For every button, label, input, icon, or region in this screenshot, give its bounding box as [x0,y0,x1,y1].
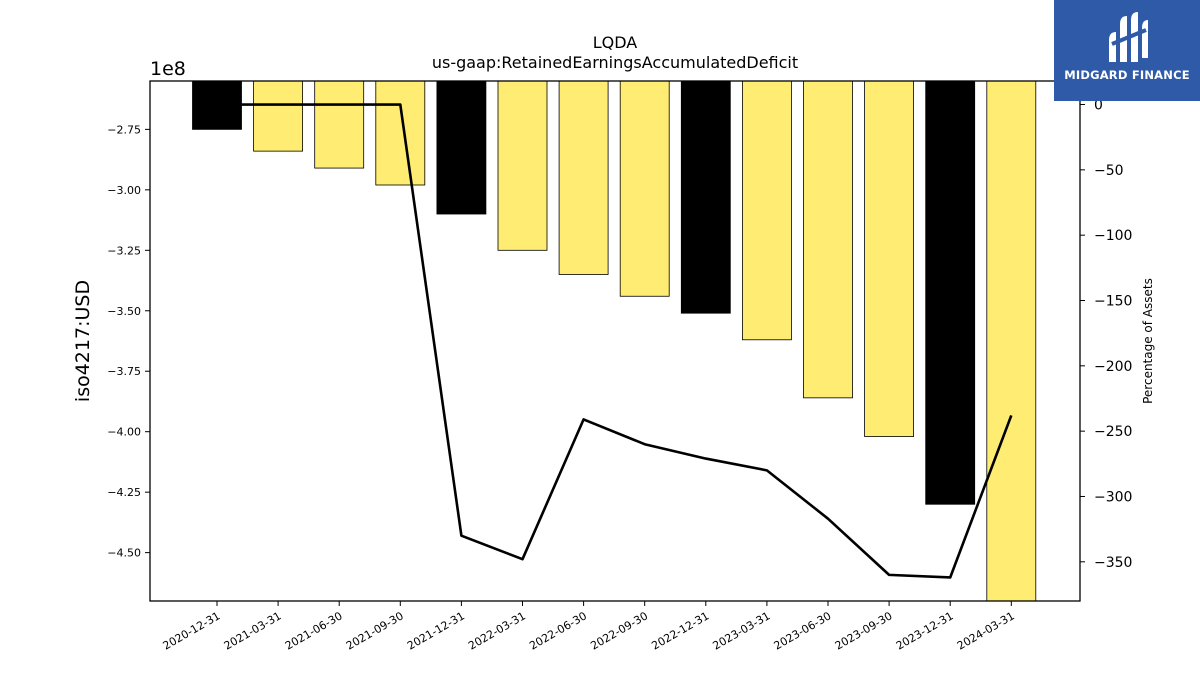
y-tick-label: −2.75 [107,123,141,136]
x-tick-label: 2023-09-30 [833,609,895,652]
y2-tick-label: −300 [1094,489,1132,505]
plot-frame [149,80,1081,602]
y-tick-label: −3.25 [107,244,141,257]
y2-tick-label: −50 [1094,163,1124,179]
x-tick-label: 2023-12-31 [894,609,956,652]
y2-tick-label: −200 [1094,359,1132,375]
x-tick-label: 2022-12-31 [649,609,711,652]
bar [497,80,548,251]
x-tick-label: 2022-06-30 [527,609,589,652]
bar [375,80,426,186]
bar [314,80,365,169]
x-tick-label: 2022-09-30 [588,609,650,652]
bar [436,80,487,215]
y-tick-label: −4.25 [107,486,141,499]
y-tick-label: −3.00 [107,184,141,197]
y-tick-label: −3.75 [107,365,141,378]
y-tick-label: −3.50 [107,305,141,318]
bar [803,80,853,399]
bar [864,80,914,437]
bar [986,80,1037,602]
y2-tick-label: −150 [1094,293,1132,309]
y-tick-label: −4.50 [107,547,141,560]
y2-tick-label: −100 [1094,228,1132,244]
bar [253,80,304,152]
x-tick-label: 2020-12-31 [161,609,223,652]
y2-tick-label: 0 [1094,98,1103,114]
series-line [217,103,1013,579]
bar [925,80,976,505]
y2-axis-label: Percentage of Assets [1141,278,1155,404]
bar [558,80,609,275]
x-tick-label: 2024-03-31 [955,609,1017,652]
chart-subtitle: us-gaap:RetainedEarningsAccumulatedDefic… [432,53,798,72]
logo-text: MIDGARD FINANCE [1064,68,1190,82]
x-tick-label: 2022-03-31 [466,609,528,652]
logo-mark-icon [1109,12,1148,62]
x-tick-label: 2023-06-30 [772,609,834,652]
y-axis-label: iso4217:USD [72,280,94,402]
y2-tick-label: −350 [1094,555,1132,571]
midgard-finance-logo: MIDGARD FINANCE [1054,0,1200,101]
x-tick-label: 2021-12-31 [405,609,467,652]
y-tick-label: −4.00 [107,426,141,439]
x-tick-label: 2021-09-30 [344,609,406,652]
y-offset-label: 1e8 [150,58,186,80]
bar [619,80,670,297]
y2-tick-label: −250 [1094,424,1132,440]
x-tick-label: 2021-03-31 [222,609,284,652]
chart-title: LQDA [593,33,638,52]
bar [680,80,731,314]
x-tick-label: 2023-03-31 [711,609,773,652]
bar [742,80,792,341]
x-tick-label: 2021-06-30 [283,609,345,652]
